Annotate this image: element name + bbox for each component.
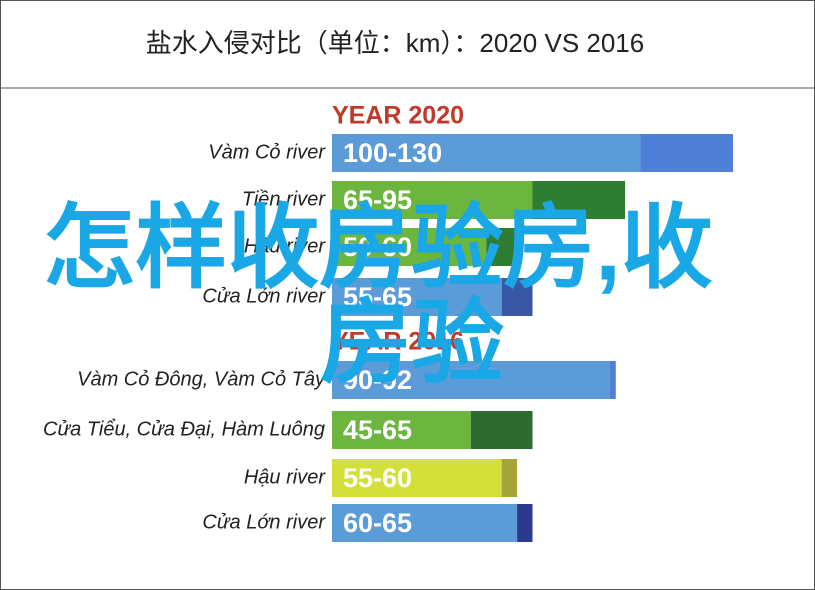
row-label: Vàm Cỏ Đông, Vàm Cỏ Tây — [77, 368, 326, 390]
row-label: Vàm Cỏ river — [208, 141, 326, 163]
row-label: Cửa Tiểu, Cửa Đại, Hàm Luông — [43, 418, 325, 440]
bar-range — [517, 504, 533, 542]
watermark: 怎样收房验房,收 — [43, 197, 713, 299]
row-label: Cửa Lớn river — [202, 285, 326, 307]
row-label: Tiền river — [242, 188, 327, 210]
value-label: 90-92 — [343, 365, 412, 395]
chart-title: 盐水入侵对比（单位：km）：2020 VS 2016 — [146, 28, 644, 58]
bar-low — [332, 411, 471, 449]
row-label: Cửa Lớn river — [202, 511, 326, 533]
group-title: YEAR 2016 — [332, 328, 464, 356]
bar-low — [332, 228, 487, 266]
watermark: 房验 — [320, 292, 504, 394]
value-label: 55-65 — [343, 282, 412, 312]
value-label: 45-65 — [343, 415, 412, 445]
value-label: 50-60 — [343, 232, 412, 262]
bar-range — [532, 181, 626, 219]
value-label: 55-60 — [343, 463, 412, 493]
row-label: Hậu river — [244, 466, 326, 488]
bar-low — [332, 278, 502, 316]
bar-low — [332, 459, 502, 497]
bar-range — [609, 361, 616, 399]
value-label: 60-65 — [343, 508, 412, 538]
bar-range — [640, 134, 733, 172]
value-label: 65-95 — [343, 185, 412, 215]
group-title: YEAR 2020 — [332, 102, 464, 130]
bar-low — [332, 181, 533, 219]
bar-low — [332, 361, 610, 399]
bar-low — [332, 504, 518, 542]
value-label: 100-130 — [343, 138, 442, 168]
bar-range — [486, 228, 518, 266]
row-label: Hậu river — [244, 235, 326, 257]
bar-low — [332, 134, 641, 172]
bar-range — [501, 278, 533, 316]
bar-range — [501, 459, 518, 497]
bar-range — [470, 411, 533, 449]
